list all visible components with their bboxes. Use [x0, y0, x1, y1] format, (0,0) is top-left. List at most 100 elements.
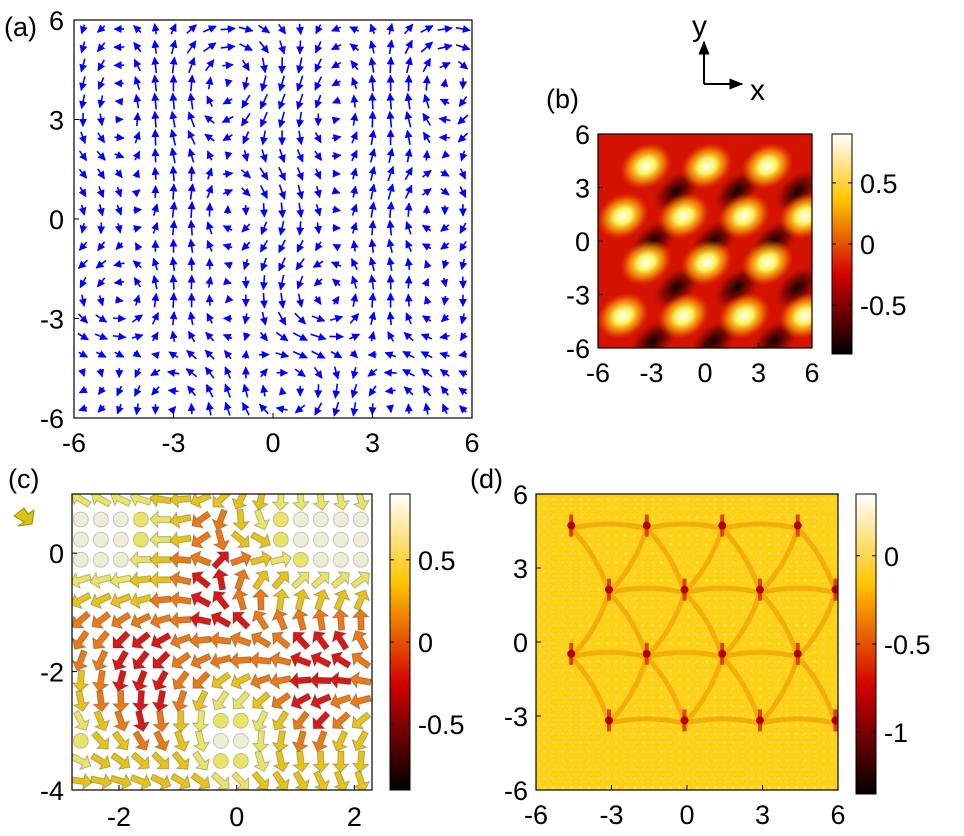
colorbar-tick-label: -0.5: [884, 630, 931, 660]
bright-spot: [779, 193, 812, 239]
vector-arrow: [294, 368, 306, 378]
spin-arrow: [332, 511, 349, 528]
c-3d-arrows: [72, 494, 372, 790]
spin-arrow: [92, 531, 109, 548]
vector-arrow: [243, 332, 251, 341]
bright-spot: [658, 293, 710, 339]
vector-arrow: [368, 74, 377, 92]
vector-arrow: [421, 315, 432, 324]
vector-arrow: [420, 25, 434, 34]
node-core: [680, 585, 689, 594]
vector-arrow: [387, 331, 395, 342]
vector-arrow: [405, 221, 413, 235]
domain-wall: [759, 716, 837, 726]
vector-arrow: [403, 331, 414, 342]
vector-arrow: [133, 277, 142, 288]
vector-arrow: [222, 133, 233, 142]
vector-arrow: [241, 223, 251, 233]
vector-arrow: [131, 333, 144, 341]
vector-arrow: [332, 243, 342, 252]
vector-arrow: [169, 165, 178, 182]
spin-arrow: [91, 649, 109, 671]
vector-arrow: [96, 42, 106, 53]
b-bright-spots: [598, 143, 812, 339]
vector-arrow: [386, 404, 394, 414]
spin-arrow: [171, 669, 190, 690]
vector-arrow: [441, 259, 450, 270]
spin-arrow: [131, 649, 150, 670]
vector-arrow: [386, 274, 395, 290]
spin-arrow: [291, 608, 310, 632]
vector-arrow: [187, 402, 196, 415]
vector-arrow: [313, 168, 322, 180]
vector-arrow: [294, 404, 306, 414]
panel-c: (c) -2 0 2 0 -2 -4 0.5 0 -0.5: [8, 464, 465, 832]
vector-arrow: [296, 93, 304, 110]
colorbar-tick-label: 0.5: [418, 546, 456, 576]
spin-arrow: [109, 571, 132, 590]
x-tick-label: 6: [804, 358, 819, 388]
vector-arrow: [368, 274, 377, 290]
vector-arrow: [132, 150, 141, 161]
vector-arrow: [77, 332, 89, 341]
vector-arrow: [386, 311, 395, 326]
domain-wall: [795, 591, 838, 659]
vector-arrow: [132, 294, 141, 306]
vector-arrow: [332, 383, 341, 399]
d-heatmap: [536, 494, 838, 790]
spin-arrow: [91, 669, 110, 693]
y-tick-label: -6: [504, 776, 528, 806]
bright-spot: [779, 293, 812, 339]
vector-arrow: [241, 276, 250, 289]
vector-arrow: [167, 387, 179, 396]
vector-arrow: [331, 278, 341, 287]
vector-arrow: [424, 259, 432, 269]
node-core: [755, 716, 764, 725]
x-direction-label: x: [750, 74, 765, 107]
x-tick-label: 3: [751, 358, 766, 388]
domain-wall: [683, 716, 761, 726]
vector-arrow: [151, 292, 160, 308]
spin-arrow: [271, 729, 290, 753]
vector-arrow: [242, 313, 251, 325]
spin-arrow: [229, 550, 252, 568]
spin-arrow: [249, 550, 273, 569]
domain-wall: [644, 526, 687, 594]
spin-arrow: [130, 612, 152, 630]
domain-wall: [758, 527, 801, 595]
spin-arrow: [90, 494, 112, 508]
vector-arrow: [278, 93, 286, 110]
spin-arrow: [331, 750, 350, 773]
vector-arrow: [331, 152, 342, 160]
node-core: [755, 585, 764, 594]
vector-arrow: [368, 201, 377, 218]
vector-arrow: [169, 56, 178, 74]
spin-arrow: [111, 669, 130, 692]
x-tick-label: -3: [161, 428, 185, 458]
vector-arrow: [151, 203, 159, 216]
y-tick-label: 6: [575, 120, 590, 150]
vector-arrow: [222, 225, 233, 233]
vector-arrow: [133, 403, 142, 416]
spin-arrow: [92, 551, 109, 568]
spin-arrow: [352, 770, 371, 790]
x-tick-label: 6: [464, 428, 479, 458]
vector-arrow: [312, 260, 324, 268]
panel-a: (a) -6 -3 0 3 6 -6 -3 0 3 6: [4, 6, 480, 458]
domain-wall: [607, 656, 650, 726]
vector-arrow: [96, 295, 105, 307]
vector-arrow: [97, 77, 106, 90]
vector-arrow: [259, 93, 269, 110]
vector-arrow: [350, 383, 359, 399]
spin-arrow: [311, 750, 331, 773]
spin-arrow: [352, 551, 369, 568]
vector-arrow: [404, 110, 413, 128]
spin-arrow: [290, 692, 312, 710]
vector-arrow: [422, 385, 432, 397]
vector-arrow: [368, 385, 377, 397]
vector-arrow: [314, 186, 322, 199]
vector-arrow: [95, 259, 107, 269]
spin-arrow: [189, 610, 212, 629]
vector-arrow: [205, 331, 215, 342]
